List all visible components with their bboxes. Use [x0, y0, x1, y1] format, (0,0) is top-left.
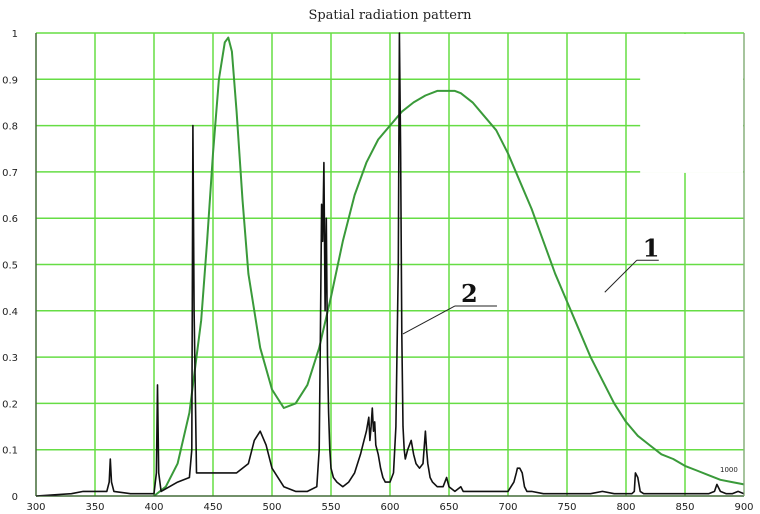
x-tick-label: 850 — [675, 502, 694, 513]
series-line-2 — [35, 32, 745, 497]
y-tick-label: 0.4 — [2, 307, 18, 318]
x-tick-label: 600 — [380, 502, 399, 513]
y-tick-label: 0.6 — [2, 214, 18, 225]
x-tick-label: 350 — [85, 502, 104, 513]
x-tick-label: 300 — [26, 502, 45, 513]
annotation-label: 2 — [461, 279, 478, 308]
x-tick-label: 800 — [616, 502, 635, 513]
leader-line — [402, 305, 456, 335]
x-tick-label: 750 — [557, 502, 576, 513]
x-tick-label: 700 — [498, 502, 517, 513]
axes — [35, 33, 745, 497]
corner-patch — [640, 34, 743, 173]
leader-line — [604, 259, 638, 293]
tick-labels: 300 350 400 450 500 550 600 650 700 750 800 850 900 0… — [2, 29, 753, 513]
x-tick-label: 550 — [321, 502, 340, 513]
annotations: 1 2 1000 — [402, 233, 738, 474]
x-tick-label: 500 — [262, 502, 281, 513]
series-layer — [35, 32, 745, 497]
x-tick-label: 900 — [734, 502, 753, 513]
y-tick-label: 0.2 — [2, 399, 18, 410]
y-tick-label: 0.1 — [2, 446, 18, 457]
y-tick-label: 0.5 — [2, 261, 18, 272]
y-tick-label: 0 — [12, 492, 18, 503]
chart-title: Spatial radiation pattern — [308, 8, 472, 23]
y-tick-label: 1 — [12, 29, 18, 40]
x-tick-label: 450 — [203, 502, 222, 513]
x-tick-label: 400 — [144, 502, 163, 513]
y-tick-label: 0.7 — [2, 168, 18, 179]
annotation-label: 1 — [643, 233, 660, 262]
y-tick-label: 0.8 — [2, 122, 18, 133]
series-line-1 — [153, 36, 745, 497]
y-tick-label: 0.9 — [2, 75, 18, 86]
grid — [35, 32, 745, 497]
corner-label: 1000 — [720, 466, 738, 474]
y-tick-label: 0.3 — [2, 353, 18, 364]
corner-patch-rect — [640, 34, 743, 173]
x-tick-label: 650 — [439, 502, 458, 513]
